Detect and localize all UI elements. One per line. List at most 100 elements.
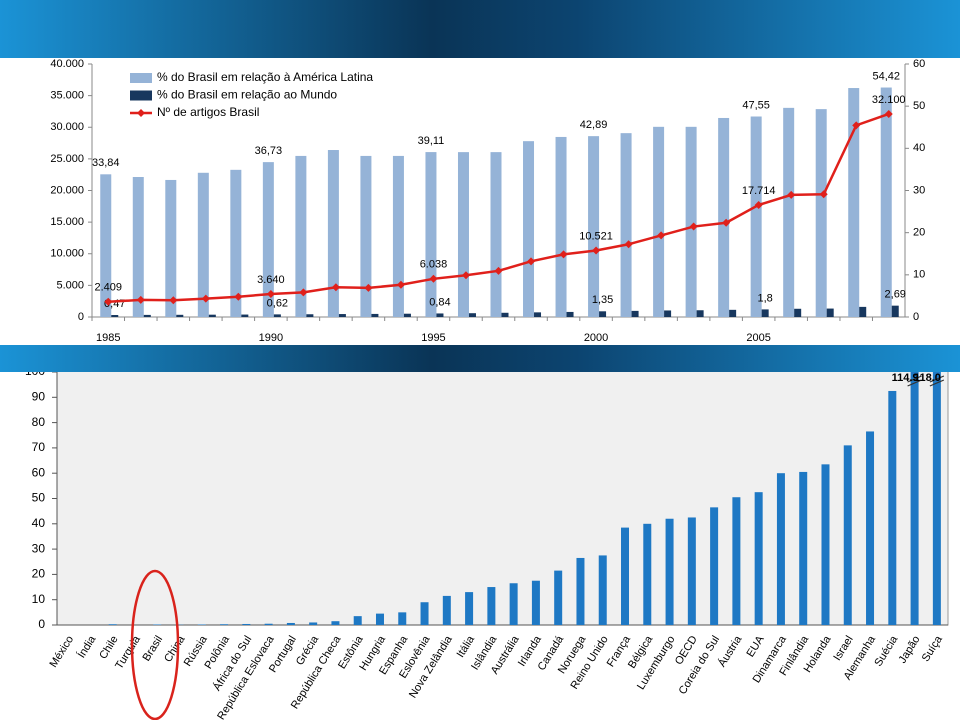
y-tick-label: 60: [32, 465, 46, 479]
x-tick-label: Índia: [75, 632, 99, 660]
line-marker: [852, 121, 861, 130]
line-marker: [494, 266, 503, 275]
bar: [242, 623, 251, 625]
highlight-circle: [130, 569, 180, 720]
legend-label: % do Brasil em relação à América Latina: [157, 70, 373, 84]
bar: [631, 310, 639, 317]
data-label: 32.100: [872, 94, 906, 106]
x-tick-label: Brasil: [140, 634, 165, 664]
bar: [338, 314, 346, 317]
bar: [576, 557, 585, 625]
bar: [197, 172, 209, 317]
bar: [176, 314, 184, 317]
bar: [197, 624, 206, 625]
bar: [143, 314, 151, 317]
bar: [859, 306, 867, 317]
bar: [910, 372, 919, 625]
top-banner: [0, 0, 960, 58]
data-label: 10.521: [579, 230, 613, 242]
y-tick-label: 15.000: [50, 216, 84, 228]
data-label: 17.714: [742, 185, 776, 197]
line-marker: [559, 250, 568, 259]
bar: [371, 313, 379, 317]
line-marker: [657, 231, 666, 240]
y-tick-label: 40: [32, 516, 46, 530]
data-label: 1,8: [758, 292, 773, 304]
y-tick-label: 35.000: [50, 90, 84, 102]
x-tick-label: 1990: [259, 332, 283, 344]
bar: [132, 177, 144, 317]
bar: [732, 497, 741, 625]
bar: [783, 107, 795, 317]
bar: [487, 587, 496, 625]
y-tick-label: 30: [32, 541, 46, 555]
bar: [880, 87, 892, 318]
bar: [534, 312, 542, 317]
bar: [664, 310, 672, 317]
bar: [309, 622, 318, 625]
bar: [327, 150, 339, 317]
line-marker: [884, 109, 893, 118]
bar: [241, 314, 249, 317]
y2-tick-label: 40: [913, 142, 925, 154]
plot-area: [56, 366, 949, 626]
bar: [465, 592, 474, 625]
y-tick-label: 40.000: [50, 58, 84, 70]
data-label: 42,89: [580, 119, 608, 131]
bar: [799, 471, 808, 625]
bar: [295, 155, 307, 317]
line-marker: [429, 274, 438, 283]
y2-tick-label: 30: [913, 184, 925, 196]
data-label: 118.0: [914, 372, 941, 384]
bar: [523, 141, 535, 317]
bar: [501, 312, 509, 317]
bar: [761, 309, 769, 317]
y2-tick-label: 50: [913, 100, 925, 112]
bar: [566, 311, 574, 317]
x-tick-label: México: [48, 634, 77, 670]
bar: [794, 308, 802, 317]
bar: [848, 88, 860, 317]
x-tick-label: EUA: [745, 633, 768, 659]
bar: [286, 622, 295, 625]
bar: [621, 527, 630, 625]
bar: [273, 314, 281, 317]
bar: [220, 624, 229, 625]
bar: [555, 136, 567, 317]
x-tick-label: Japão: [897, 634, 923, 666]
data-label: 39,11: [418, 135, 445, 147]
line-marker: [331, 283, 340, 292]
data-label: 0,84: [429, 296, 450, 308]
line-marker: [592, 246, 601, 255]
bar: [392, 155, 404, 317]
bar: [420, 602, 429, 625]
axis-break: [907, 375, 922, 387]
x-tick-label: Suíça: [920, 633, 946, 664]
data-label: 2,69: [885, 289, 906, 301]
bar: [718, 117, 730, 318]
y2-tick-label: 20: [913, 227, 925, 239]
y-tick-label: 90: [32, 389, 46, 403]
y2-tick-label: 60: [913, 58, 925, 70]
bar: [554, 570, 563, 625]
bar: [588, 136, 600, 317]
data-label: 0,62: [267, 297, 288, 309]
data-label: 33,84: [92, 157, 120, 169]
line-marker: [201, 294, 210, 303]
bar: [375, 613, 384, 625]
legend-swatch: [137, 109, 145, 117]
bar: [398, 612, 407, 625]
y-tick-label: 50: [32, 491, 46, 505]
x-tick-label: Itália: [455, 633, 478, 660]
x-tick-label: Suécia: [872, 633, 900, 669]
bar: [891, 305, 899, 317]
legend-label: % do Brasil em relação ao Mundo: [157, 88, 337, 102]
y2-tick-label: 0: [913, 311, 919, 323]
line-marker: [624, 240, 633, 249]
y-tick-label: 70: [32, 440, 46, 454]
bar: [457, 152, 469, 317]
line-marker: [396, 280, 405, 289]
line-marker: [136, 295, 145, 304]
data-label: 36,73: [255, 145, 283, 157]
